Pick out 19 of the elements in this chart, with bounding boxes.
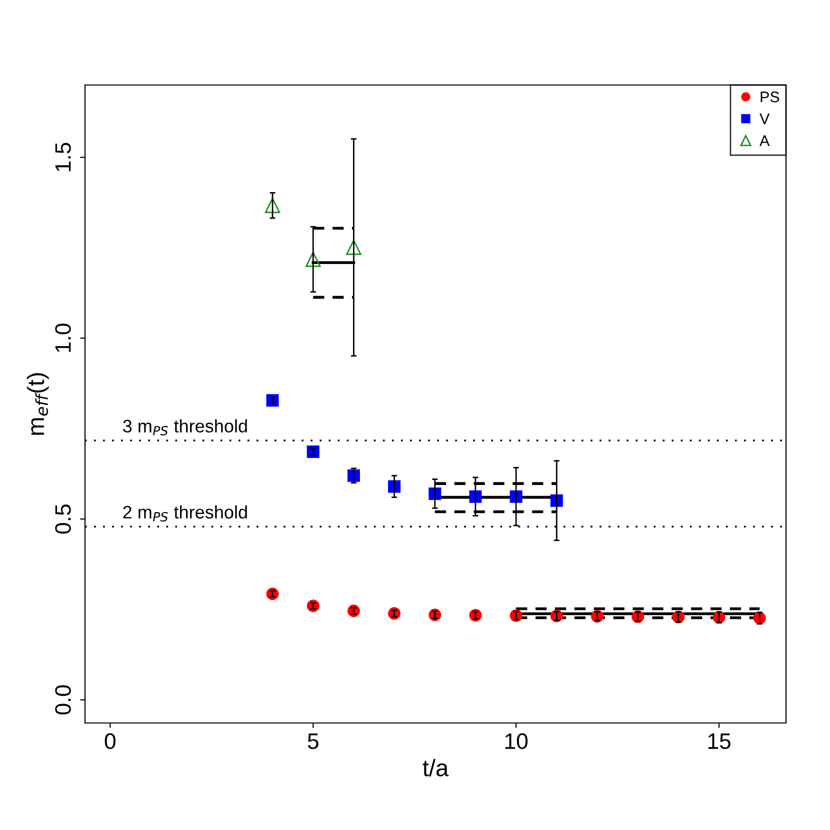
y-tick-label: 0.5: [55, 504, 71, 534]
x-axis-title: t/a: [422, 758, 449, 776]
x-tick-label: 15: [708, 734, 730, 750]
ref-line-label: 3 m$_{PS}$ threshold: [123, 419, 247, 436]
point: [346, 240, 362, 256]
ref-line-label: 2 m$_{PS}$ threshold: [123, 505, 247, 522]
legend-label: A: [760, 135, 770, 146]
point: [264, 198, 280, 214]
y-tick-label: 1.5: [55, 142, 71, 172]
x-tick-label: 5: [308, 734, 318, 750]
legend-label: V: [760, 114, 770, 124]
point: [469, 490, 482, 503]
x-tick-label: 10: [505, 733, 528, 750]
x-tick-label: 0: [104, 733, 116, 750]
y-tick-label: 0.0: [55, 685, 71, 714]
point: [305, 252, 321, 267]
legend-label: PS: [760, 92, 780, 102]
y-axis-title: m$_{eff}$(t): [26, 373, 49, 435]
y-tick-label: 1.0: [55, 324, 71, 352]
